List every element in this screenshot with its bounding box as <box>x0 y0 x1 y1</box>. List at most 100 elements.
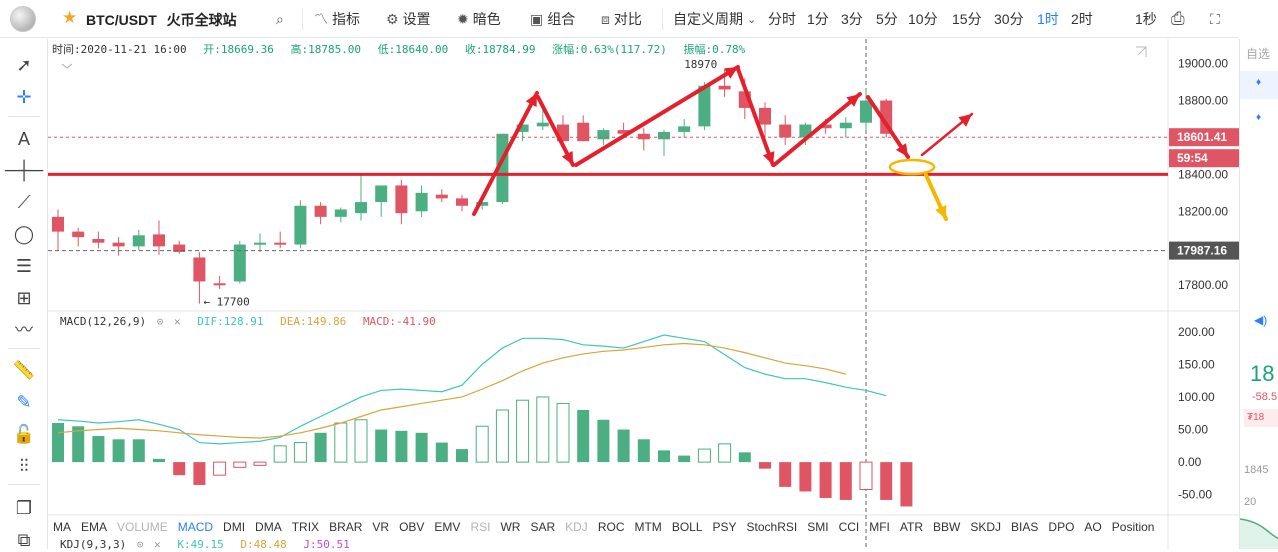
circle-tool[interactable]: ◯ <box>0 222 48 246</box>
pencil-tool[interactable]: ✎ <box>0 390 48 414</box>
screenshot-button[interactable]: ⎙ <box>1171 0 1189 38</box>
arrow-up-head <box>724 67 738 79</box>
indicator-tab[interactable]: TRIX <box>291 520 320 534</box>
indicator-tab[interactable]: SKDJ <box>970 520 1002 534</box>
lock-tool[interactable]: 🔓 <box>0 422 48 446</box>
period-tab-6[interactable]: 30分 <box>994 0 1024 38</box>
favorite-star-icon[interactable]: ★ <box>62 8 78 27</box>
indicator-tab[interactable]: BRAR <box>329 520 363 534</box>
indicators-button[interactable]: 〽指标 <box>314 0 360 38</box>
layers-tool[interactable]: ⧉ <box>0 528 48 552</box>
settings-icon[interactable]: ⊙ <box>136 538 144 551</box>
candle-down <box>314 205 327 217</box>
speaker-icon[interactable]: ◀) <box>1254 313 1268 327</box>
indicator-tab[interactable]: RSI <box>470 520 491 534</box>
macd-bar <box>415 432 428 463</box>
settings-button[interactable]: ⚙ 设置 <box>386 0 431 38</box>
candle-down <box>759 107 771 125</box>
indicator-tab[interactable]: EMV <box>434 520 461 534</box>
magnet-icon: ⫶⫶ <box>19 456 29 476</box>
custom-period-dropdown[interactable]: 自定义周期 ⌄ <box>673 0 760 38</box>
period-tab-3[interactable]: 5分 <box>876 0 898 38</box>
indicator-tab[interactable]: BIAS <box>1011 520 1039 534</box>
text-icon: A <box>17 129 30 149</box>
period-tab-4[interactable]: 10分 <box>908 0 938 38</box>
indicator-tab[interactable]: BBW <box>933 520 961 534</box>
parallel-lines-icon: ☰ <box>15 256 33 276</box>
crosshair-tool[interactable]: ✛ <box>0 85 48 109</box>
indicator-tab[interactable]: WR <box>500 520 521 534</box>
symbol-title[interactable]: BTC/USDT 火币全球站 <box>86 10 237 30</box>
parallel-line-tool[interactable]: ☰ <box>0 254 48 278</box>
indicator-tab[interactable]: ATR <box>899 520 924 534</box>
circle-icon: ◯ <box>13 224 35 244</box>
settings-label: 设置 <box>402 11 431 27</box>
indicator-tab[interactable]: EMA <box>81 520 108 534</box>
period-tab-8[interactable]: 2时 <box>1071 0 1093 38</box>
compare-button[interactable]: ⧈ 对比 <box>601 0 642 38</box>
period-label: 分时 <box>768 11 796 27</box>
indicator-tab[interactable]: BOLL <box>671 520 703 534</box>
indicator-tab[interactable]: MTM <box>634 520 662 534</box>
current-price-label-bg <box>1169 128 1239 147</box>
indicator-tab[interactable]: SMI <box>807 520 829 534</box>
watchlist-label[interactable]: 自选 <box>1246 47 1271 61</box>
period-tab-5[interactable]: 15分 <box>952 0 982 38</box>
indicator-tab[interactable]: Position <box>1111 520 1155 534</box>
indicator-tab[interactable]: StochRSI <box>746 520 798 534</box>
indicator-tab[interactable]: PSY <box>712 520 737 534</box>
bookmark-icon: ❐ <box>15 498 33 518</box>
macd-bar <box>253 461 267 466</box>
indicator-tab[interactable]: CCI <box>838 520 860 534</box>
arrow-up <box>472 91 539 216</box>
bookmark-tool[interactable]: ❐ <box>0 496 48 520</box>
info-high: 高:18785.00 <box>290 43 362 56</box>
horizontal-line-tool[interactable]: ─┼─ <box>0 158 48 182</box>
indicator-tab[interactable]: VOLUME <box>117 520 168 534</box>
combo-label: 组合 <box>547 11 576 27</box>
indicator-tab[interactable]: MFI <box>869 520 890 534</box>
indicator-tab[interactable]: ROC <box>597 520 625 534</box>
trend-line-tool[interactable]: ⟋ <box>0 190 48 214</box>
indicator-tab[interactable]: DMI <box>223 520 246 534</box>
price-axis: 19000.0018800.0018600.0018400.0018200.00… <box>1169 57 1239 502</box>
macd-bar <box>617 429 630 463</box>
text-tool[interactable]: A <box>0 127 48 151</box>
period-tab-7[interactable]: 1时 <box>1037 0 1059 38</box>
theme-button[interactable]: ✹ 暗色 <box>457 0 501 38</box>
indicator-tab[interactable]: AO <box>1084 520 1102 534</box>
ruler-tool[interactable]: 📏 <box>0 358 48 382</box>
indicator-tab[interactable]: OBV <box>399 520 425 534</box>
price-chart[interactable]: 19000.0018800.0018600.0018400.0018200.00… <box>48 39 1239 549</box>
cursor-tool[interactable]: ➚ <box>0 53 48 77</box>
combo-button[interactable]: ▣ 组合 <box>530 0 575 38</box>
settings-icon[interactable]: ⊙ <box>156 315 164 328</box>
indicator-tab[interactable]: MACD <box>177 520 214 534</box>
indicator-tab[interactable]: MA <box>53 520 71 534</box>
period-label: 30分 <box>994 11 1024 27</box>
layout-icon: ▣ <box>530 10 544 27</box>
close-icon[interactable]: ✕ <box>173 315 181 328</box>
watchlist-item-active[interactable] <box>1240 71 1278 99</box>
search-button[interactable]: ⌕ <box>276 0 288 38</box>
indicator-tab[interactable]: SAR <box>530 520 556 534</box>
arrow-down <box>736 67 775 167</box>
macd-tick-label: 150.00 <box>1178 357 1215 371</box>
period-tab-2[interactable]: 3分 <box>841 0 863 38</box>
indicator-tab[interactable]: DMA <box>255 520 282 534</box>
period-tab-1[interactable]: 1分 <box>807 0 829 38</box>
indicator-tab[interactable]: VR <box>372 520 390 534</box>
macd-bar <box>132 439 145 463</box>
macd-bar <box>536 396 550 463</box>
candle-down <box>153 234 165 247</box>
rectangle-tool[interactable]: ⊞ <box>0 286 48 310</box>
close-icon[interactable]: ✕ <box>154 538 161 551</box>
interval-button[interactable]: 1秒 <box>1135 0 1157 38</box>
magnet-tool[interactable]: ⫶⫶ <box>0 454 48 478</box>
period-label: 3分 <box>841 11 863 27</box>
wave-tool[interactable]: 〰 <box>0 318 48 342</box>
indicator-tab[interactable]: DPO <box>1048 520 1075 534</box>
period-tab-0[interactable]: 分时 <box>768 0 796 38</box>
fullscreen-button[interactable]: ⛶ <box>1210 0 1224 38</box>
indicator-tab[interactable]: KDJ <box>565 520 588 534</box>
